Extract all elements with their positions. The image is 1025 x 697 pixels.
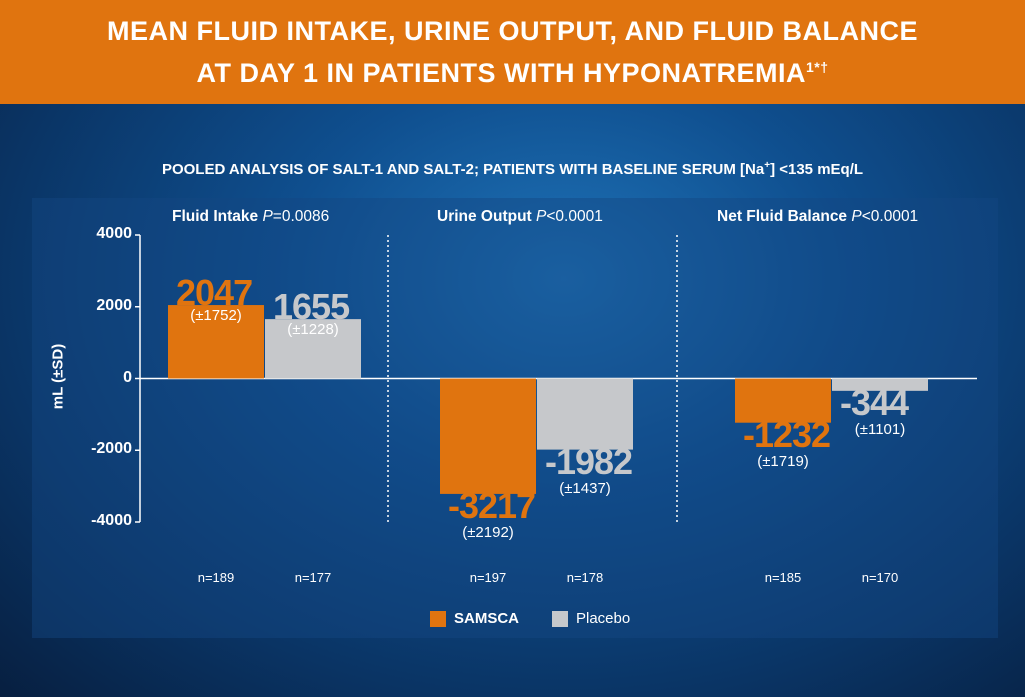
legend-placebo: Placebo [552,610,630,627]
y-tick-label: -2000 [91,440,132,458]
bar-placebo [537,378,633,450]
sd-label-samsca: (±1719) [757,452,809,470]
chart-subtitle: POOLED ANALYSIS OF SALT-1 AND SALT-2; PA… [161,160,864,178]
bar-placebo [832,378,928,391]
legend-label-samsca: SAMSCA [454,610,520,627]
y-tick-label: -4000 [91,512,132,529]
sd-label-samsca: (±2192) [462,523,514,541]
bar-samsca [440,378,536,494]
n-label-placebo: n=177 [294,570,332,585]
group-title: Fluid Intake P=0.0086 [172,208,330,225]
bar-samsca [168,305,264,379]
legend-swatch-samsca [430,610,446,627]
sd-label-placebo: (±1437) [559,479,611,497]
n-label-samsca: n=197 [469,570,507,585]
n-label-placebo: n=178 [566,570,604,585]
group-title: Net Fluid Balance P<0.0001 [717,208,919,225]
n-label-placebo: n=170 [861,570,899,585]
legend-samsca: SAMSCA [430,610,519,627]
chart-title-line-1: MEAN FLUID INTAKE, URINE OUTPUT, AND FLU… [107,16,918,46]
data-label-placebo: 1655 [273,286,350,328]
n-label-samsca: n=189 [197,570,235,585]
sd-label-placebo: (±1228) [287,321,339,339]
title-banner: MEAN FLUID INTAKE, URINE OUTPUT, AND FLU… [0,0,1025,104]
n-label-samsca: n=185 [764,570,802,585]
data-label-placebo: -344 [840,381,909,423]
data-label-samsca: -1232 [743,413,831,455]
data-label-samsca: 2047 [176,272,253,314]
bar-placebo [265,319,361,379]
sd-label-samsca: (±1752) [190,307,242,325]
chart-title-line-2: AT DAY 1 IN PATIENTS WITH HYPONATREMIA1*… [196,58,829,88]
data-label-samsca: -3217 [448,484,536,526]
y-tick-label: 4000 [96,225,132,242]
bar-samsca [735,378,831,423]
y-tick-label: 2000 [96,296,132,314]
legend-swatch-placebo [552,610,568,627]
legend-label-placebo: Placebo [576,610,631,627]
y-tick-label: 0 [123,368,132,386]
sd-label-placebo: (±1101) [854,420,906,438]
group-title: Urine Output P<0.0001 [437,208,603,225]
data-label-placebo: -1982 [545,440,633,482]
title-footnote-marks: 1*† [806,59,829,75]
